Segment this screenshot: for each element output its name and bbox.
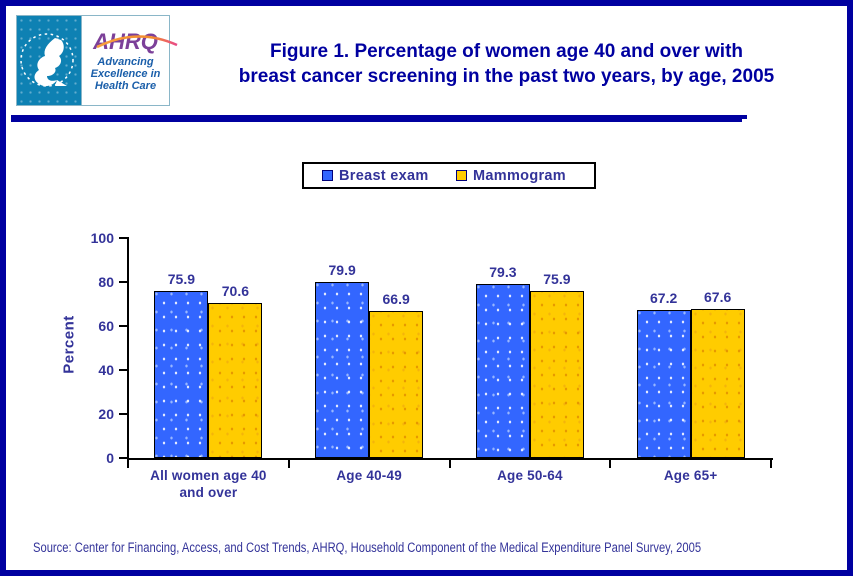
y-axis-tick [119,457,127,459]
bar-value-label: 67.6 [704,289,732,306]
x-category-label: Age 40-49 [336,468,402,483]
bar-breast-exam [636,310,691,458]
legend-item-breast-exam: Breast exam [322,168,429,184]
x-category-label: All women age 40 and over [150,468,267,500]
x-category-label: Age 65+ [663,468,718,483]
ahrq-tagline: Advancing Excellence in Health Care [90,55,161,92]
x-axis-tick [287,460,290,468]
bar-value-label: 79.9 [328,262,356,279]
bar-value-label: 79.3 [489,263,517,280]
bar-breast-exam [475,283,530,458]
y-axis-tick [119,281,127,283]
y-axis-tick [119,413,127,415]
chart-legend: Breast exam Mammogram [302,162,596,189]
x-axis-line [127,458,773,460]
bar-mammogram [208,302,263,458]
bar-mammogram [690,309,745,458]
bar-value-label: 66.9 [382,290,410,307]
y-tick-label: 40 [98,362,114,378]
figure-title-line1: Figure 1. Percentage of women age 40 and… [269,41,743,62]
bar-value-label: 75.9 [543,271,571,288]
source-note: Source: Center for Financing, Access, an… [33,540,702,555]
y-tick-label: 80 [98,274,114,290]
y-tick-label: 60 [98,318,114,334]
ahrq-logo-text-panel: AHRQ Advancing Excellence in Health Care [81,16,178,105]
legend-label: Breast exam [339,167,429,184]
header-divider-rule [11,115,747,122]
ahrq-arc-icon [96,34,178,48]
y-tick-label: 20 [98,406,114,422]
ahrq-logo: AHRQ Advancing Excellence in Health Care [16,15,178,106]
figure-title-line2: breast cancer screening in the past two … [238,66,775,87]
y-tick-label: 100 [90,230,114,246]
hhs-seal-icon [17,16,81,105]
legend-label: Mammogram [473,167,566,184]
bar-breast-exam [315,282,370,458]
y-axis-tick [119,325,127,327]
bar-breast-exam [154,291,209,458]
bar-value-label: 70.6 [221,282,249,299]
bar-value-label: 75.9 [167,271,195,288]
mammogram-swatch-icon [456,170,468,181]
x-category-label: Age 50-64 [497,468,563,483]
y-axis-tick [119,237,127,239]
x-axis-tick [448,460,451,468]
y-axis-tick [119,369,127,371]
x-axis-tick [770,460,772,468]
y-tick-label: 0 [106,450,114,466]
x-axis-tick [127,460,129,468]
ahrq-wordmark: AHRQ [93,30,178,52]
figure-title: Figure 1. Percentage of women age 40 and… [174,39,839,89]
bar-value-label: 67.2 [650,290,678,307]
legend-item-mammogram: Mammogram [456,168,566,184]
breast-exam-swatch-icon [322,170,333,181]
x-axis-tick [609,460,612,468]
bar-mammogram [529,291,584,458]
y-axis-line [127,237,129,460]
bar-mammogram [369,310,424,458]
